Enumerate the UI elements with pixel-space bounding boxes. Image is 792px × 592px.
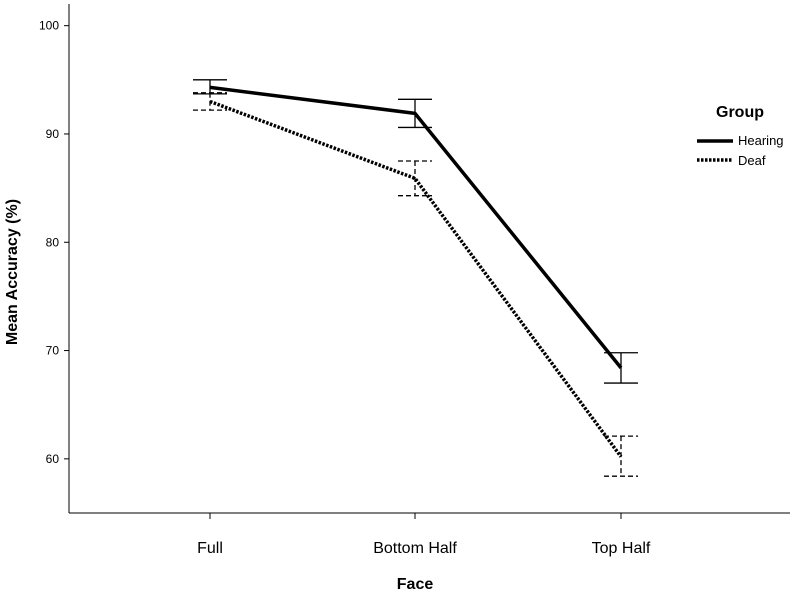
y-tick-label: 60 — [46, 452, 60, 466]
series-line-deaf — [209, 99, 623, 458]
error-bar-deaf — [398, 160, 432, 197]
legend-label-deaf: Deaf — [738, 153, 766, 168]
error-bar-deaf — [604, 435, 638, 477]
x-axis-title: Face — [397, 576, 434, 592]
x-tick-label: Top Half — [592, 540, 651, 557]
y-axis-title: Mean Accuracy (%) — [4, 199, 21, 345]
axes — [68, 4, 790, 514]
y-tick-label: 90 — [46, 127, 60, 141]
error-bars — [193, 79, 638, 477]
error-bar-hearing — [193, 79, 227, 95]
legend-label-hearing: Hearing — [738, 133, 784, 148]
series-line-hearing — [209, 85, 623, 369]
x-ticks: Full Bottom Half Top Half — [197, 513, 651, 557]
x-tick-label: Bottom Half — [373, 540, 457, 557]
y-tick-label: 100 — [39, 19, 59, 33]
y-tick-label: 80 — [46, 235, 60, 249]
legend-title: Group — [716, 104, 764, 121]
x-tick-label: Full — [197, 540, 223, 557]
legend: Group Hearing Deaf — [697, 104, 784, 168]
series-layer — [209, 85, 623, 458]
error-bar-hearing — [398, 98, 432, 129]
y-tick-label: 70 — [46, 344, 60, 358]
y-ticks: 60 70 80 90 100 — [39, 19, 69, 466]
error-bar-deaf — [193, 92, 227, 111]
error-bar-hearing — [604, 352, 638, 384]
